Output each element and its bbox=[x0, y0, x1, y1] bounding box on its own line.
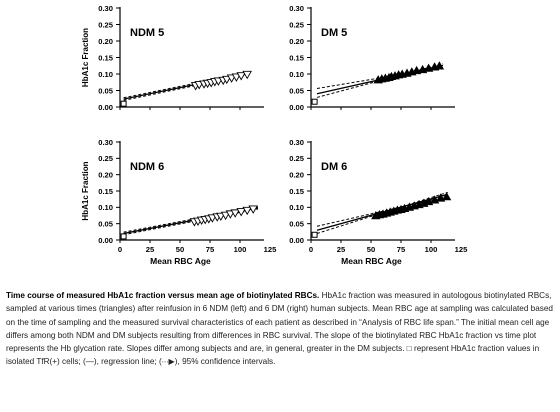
y-tick-label: 0.10 bbox=[98, 70, 113, 79]
x-tick-label: 100 bbox=[234, 245, 247, 254]
x-tick-label: 50 bbox=[367, 245, 375, 254]
data-point-triangle bbox=[441, 192, 452, 201]
caption-body: HbA1c fraction was measured in autologou… bbox=[6, 291, 553, 367]
panel-label: DM 5 bbox=[321, 27, 347, 39]
x-tick-label: 75 bbox=[397, 245, 406, 254]
panel-label: NDM 5 bbox=[130, 27, 164, 39]
data-point-triangle bbox=[236, 72, 246, 81]
data-point-triangle bbox=[231, 73, 242, 82]
y-tick-label: 0.00 bbox=[289, 103, 304, 112]
y-tick-label: 0.15 bbox=[289, 187, 305, 196]
x-tick-label: 0 bbox=[309, 245, 313, 254]
data-point-triangle bbox=[230, 209, 240, 218]
data-point-triangle bbox=[248, 205, 258, 214]
y-tick-label: 0.15 bbox=[289, 53, 305, 62]
x-tick-label: 125 bbox=[455, 245, 468, 254]
data-point-triangle bbox=[222, 75, 232, 85]
y-tick-label: 0.20 bbox=[98, 37, 113, 46]
y-tick-label: 0.20 bbox=[289, 37, 304, 46]
ci-lower-line bbox=[123, 208, 259, 236]
x-axis-title: Mean RBC Age bbox=[341, 256, 402, 266]
y-tick-label: 0.30 bbox=[289, 138, 304, 147]
x-tick-label: 25 bbox=[146, 245, 155, 254]
y-tick-label: 0.25 bbox=[98, 154, 114, 163]
ci-upper-line bbox=[123, 206, 259, 233]
ci-lower-line bbox=[316, 191, 448, 234]
y-tick-label: 0.10 bbox=[289, 70, 304, 79]
y-tick-label: 0.25 bbox=[289, 20, 305, 29]
y-tick-label: 0.25 bbox=[289, 154, 305, 163]
y-tick-label: 0.05 bbox=[98, 86, 114, 95]
y-tick-label: 0.20 bbox=[289, 170, 304, 179]
panel-ndm-6: 0.00 0.05 0.10 0.15 0.20 0.25 0.30 0 25 50 75 100 12… bbox=[81, 138, 277, 266]
data-point-square bbox=[120, 233, 127, 240]
data-point-triangle bbox=[242, 206, 252, 216]
x-tick-label: 50 bbox=[176, 245, 184, 254]
y-tick-label: 0.15 bbox=[98, 53, 114, 62]
y-tick-label: 0.15 bbox=[98, 187, 114, 196]
y-tick-label: 0.25 bbox=[98, 20, 114, 29]
data-point-square bbox=[311, 231, 318, 238]
panel-label: DM 6 bbox=[321, 161, 347, 173]
caption-title: Time course of measured HbA1c fraction v… bbox=[6, 291, 320, 300]
y-tick-label: 0.30 bbox=[98, 4, 113, 13]
data-point-square bbox=[120, 100, 127, 107]
y-tick-label: 0.30 bbox=[98, 138, 113, 147]
y-tick-label: 0.10 bbox=[98, 203, 113, 212]
y-tick-label: 0.00 bbox=[98, 236, 113, 245]
data-point-triangle bbox=[220, 211, 231, 221]
panel-label: NDM 6 bbox=[130, 161, 164, 173]
y-tick-label: 0.05 bbox=[289, 219, 305, 228]
data-point-square bbox=[311, 98, 318, 105]
y-tick-label: 0.10 bbox=[289, 203, 304, 212]
x-tick-label: 125 bbox=[264, 245, 277, 254]
figure-caption: Time course of measured HbA1c fraction v… bbox=[6, 289, 554, 369]
x-tick-label: 25 bbox=[337, 245, 346, 254]
y-tick-label: 0.20 bbox=[98, 170, 113, 179]
x-tick-label: 75 bbox=[206, 245, 215, 254]
panel-ndm-5: 0.00 0.05 0.10 0.15 0.20 0.25 0.30 HbA1c Fracti… bbox=[81, 4, 264, 112]
y-tick-label: 0.00 bbox=[98, 103, 113, 112]
x-tick-label: 0 bbox=[118, 245, 122, 254]
x-tick-label: 100 bbox=[425, 245, 438, 254]
y-tick-label: 0.05 bbox=[98, 219, 114, 228]
y-axis-title: HbA1c Fraction bbox=[81, 161, 90, 220]
y-tick-label: 0.00 bbox=[289, 236, 304, 245]
x-axis-title: Mean RBC Age bbox=[150, 256, 211, 266]
figure-panels: 0.00 0.05 0.10 0.15 0.20 0.25 0.30 HbA1c Fracti… bbox=[81, 4, 468, 266]
y-tick-label: 0.30 bbox=[289, 4, 304, 13]
panel-dm-6: 0.00 0.05 0.10 0.15 0.20 0.25 0.30 0 25 50 75 100 12… bbox=[289, 138, 468, 266]
panel-dm-5: 0.00 0.05 0.10 0.15 0.20 0.25 0.30 DM 5 bbox=[289, 4, 455, 112]
y-axis-title: HbA1c Fraction bbox=[81, 28, 90, 87]
data-point-triangle bbox=[434, 61, 445, 70]
data-point-triangle bbox=[236, 208, 246, 217]
y-tick-label: 0.05 bbox=[289, 86, 305, 95]
data-point-triangle bbox=[242, 70, 252, 80]
